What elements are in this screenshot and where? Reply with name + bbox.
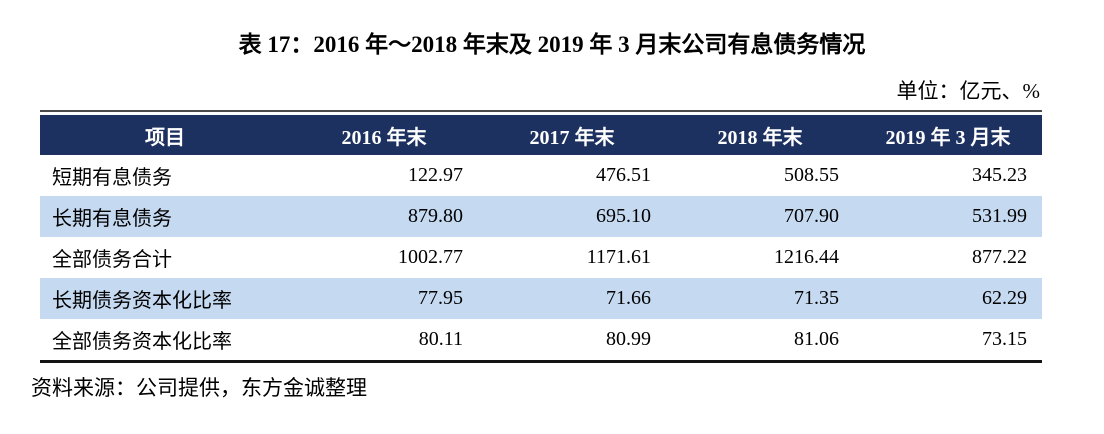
table-title: 表 17：2016 年～2018 年末及 2019 年 3 月末公司有息债务情况 [238, 32, 866, 57]
cell-value: 80.11 [418, 328, 463, 350]
source-note: 资料来源：公司提供，东方金诚整理 [31, 376, 367, 400]
table-row: 全部债务合计 1002.77 1171.61 1216.44 877.22 [40, 237, 1042, 278]
cell-value: 877.22 [972, 246, 1027, 268]
cell-value: 122.97 [408, 164, 463, 186]
cell-value: 73.15 [982, 328, 1027, 350]
cell-value: 476.51 [596, 164, 651, 186]
cell-value: 81.06 [794, 328, 839, 350]
header-row: 项目 2016 年末 2017 年末 2018 年末 2019 年 3 月末 [40, 115, 1042, 155]
cell-value: 77.95 [418, 287, 463, 309]
cell-value: 1216.44 [774, 246, 839, 268]
table-top-rule [40, 110, 1042, 112]
row-label: 长期债务资本化比率 [52, 290, 232, 312]
cell-value: 879.80 [408, 205, 463, 227]
row-label: 全部债务资本化比率 [52, 331, 232, 353]
cell-value: 62.29 [982, 287, 1027, 309]
cell-value: 695.10 [596, 205, 651, 227]
table-row: 长期有息债务 879.80 695.10 707.90 531.99 [40, 196, 1042, 237]
table-body: 短期有息债务 122.97 476.51 508.55 345.23 长期有息债… [40, 155, 1042, 362]
table-row: 全部债务资本化比率 80.11 80.99 81.06 73.15 [40, 319, 1042, 362]
cell-value: 345.23 [972, 164, 1027, 186]
row-label: 短期有息债务 [52, 167, 172, 189]
cell-value: 71.66 [606, 287, 651, 309]
column-header-2018: 2018 年末 [666, 115, 854, 155]
cell-value: 1171.61 [586, 246, 651, 268]
debt-table-container: 项目 2016 年末 2017 年末 2018 年末 2019 年 3 月末 短… [40, 110, 1042, 363]
cell-value: 707.90 [784, 205, 839, 227]
column-header-2019q1: 2019 年 3 月末 [854, 115, 1042, 155]
cell-value: 531.99 [972, 205, 1027, 227]
cell-value: 508.55 [784, 164, 839, 186]
debt-table: 项目 2016 年末 2017 年末 2018 年末 2019 年 3 月末 短… [40, 115, 1042, 363]
table-row: 短期有息债务 122.97 476.51 508.55 345.23 [40, 155, 1042, 196]
column-header-item: 项目 [40, 115, 290, 155]
cell-value: 1002.77 [398, 246, 463, 268]
cell-value: 80.99 [606, 328, 651, 350]
cell-value: 71.35 [794, 287, 839, 309]
table-row: 长期债务资本化比率 77.95 71.66 71.35 62.29 [40, 278, 1042, 319]
row-label: 全部债务合计 [52, 249, 172, 271]
column-header-2016: 2016 年末 [290, 115, 478, 155]
row-label: 长期有息债务 [52, 208, 172, 230]
column-header-2017: 2017 年末 [478, 115, 666, 155]
unit-note: 单位：亿元、% [896, 79, 1041, 103]
table-header: 项目 2016 年末 2017 年末 2018 年末 2019 年 3 月末 [40, 115, 1042, 155]
